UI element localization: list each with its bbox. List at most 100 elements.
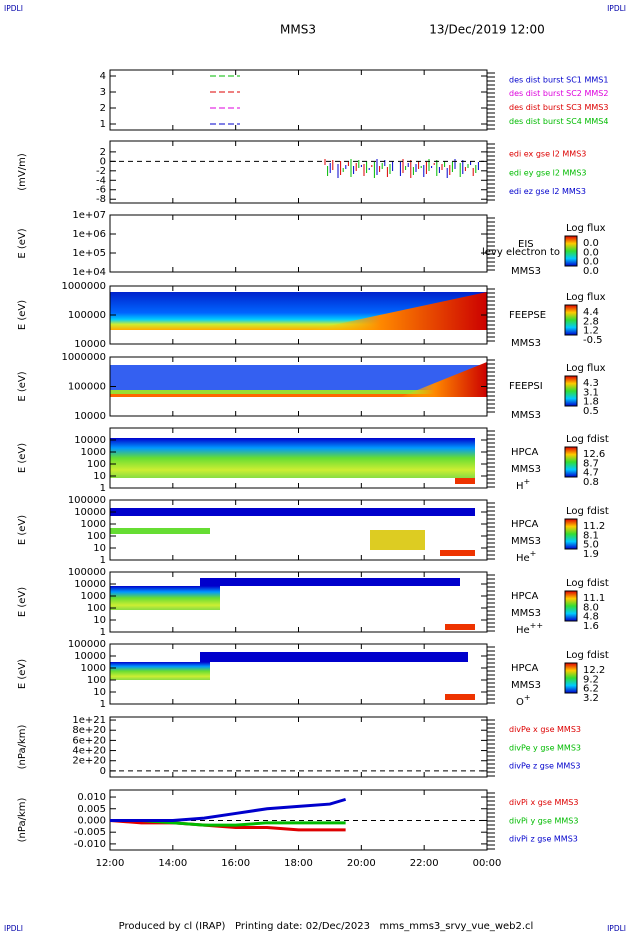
species-base: He [516, 625, 530, 636]
species-charge: + [524, 693, 531, 702]
colorbar-tick-label: 0.0 [583, 238, 599, 249]
colorbar [564, 518, 578, 550]
legend-label: divPe z gse MMS3 [509, 762, 580, 771]
y-tick-label: 1 [100, 483, 106, 494]
y-tick-label: 1 [100, 627, 106, 638]
y-tick-label: -4 [96, 175, 106, 186]
corner-mark: IPDLI [4, 924, 23, 933]
legend-label: edi ex gse l2 MMS3 [509, 150, 586, 159]
x-tick-label: 22:00 [410, 858, 439, 869]
y-axis-label: E (eV) [17, 371, 28, 401]
y-axis-label: E (eV) [17, 443, 28, 473]
spectrogram-texture [110, 662, 210, 680]
species-label: H+ [516, 477, 530, 493]
spacecraft-label: MMS3 [511, 266, 541, 277]
y-tick-label: 0.010 [77, 792, 106, 803]
y-tick-label: 1e+04 [72, 267, 106, 278]
spectrogram-texture [110, 390, 487, 396]
y-tick-label: 1 [100, 119, 106, 130]
species-charge: + [524, 477, 531, 486]
colorbar-tick-label: 0.8 [583, 477, 599, 488]
y-tick-label: 100000 [68, 310, 106, 321]
colorbar-tick-label: 3.2 [583, 693, 599, 704]
colorbar-title: Log flux [566, 292, 606, 303]
spectrogram-texture [400, 362, 487, 397]
y-tick-label: 4 [100, 71, 106, 82]
colorbar-tick-label: 8.1 [583, 530, 599, 541]
species-label: He+ [516, 549, 536, 565]
panel-frame [109, 140, 488, 204]
y-tick-label: 0 [100, 766, 106, 777]
colorbar-tick-label: 1.9 [583, 549, 599, 560]
spectrogram-texture [200, 652, 468, 662]
note: levy electron to [482, 247, 560, 258]
y-tick-label: 2 [100, 147, 106, 158]
legend-label: edi ez gse l2 MMS3 [509, 187, 586, 196]
y-tick-label: 10000 [74, 411, 106, 422]
legend-label: des dist burst SC3 MMS3 [509, 103, 608, 112]
y-tick-label: 1000 [81, 591, 106, 602]
legend-label: divPi y gse MMS3 [509, 816, 578, 825]
colorbar-tick-label: 3.1 [583, 387, 599, 398]
y-tick-label: 10 [93, 471, 106, 482]
y-tick-label: 1000 [81, 519, 106, 530]
colorbar-tick-label: 8.0 [583, 602, 599, 613]
colorbar-title: Log fdist [566, 650, 609, 661]
x-tick-label: 14:00 [158, 858, 187, 869]
date: 13/Dec/2019 12:00 [429, 23, 545, 37]
x-tick-label: 12:00 [96, 858, 125, 869]
y-tick-label: -6 [96, 185, 106, 196]
colorbar-tick-label: 0.0 [583, 257, 599, 268]
spectrogram-texture [110, 508, 475, 516]
colorbar-tick-label: 11.2 [583, 521, 605, 532]
y-axis-label: (nPa/km) [17, 798, 28, 843]
colorbar-tick-label: 8.7 [583, 458, 599, 469]
y-tick-label: 2 [100, 103, 106, 114]
colorbar-tick-label: 2.8 [583, 316, 599, 327]
x-tick-label: 20:00 [347, 858, 376, 869]
title: MMS3 [280, 23, 316, 37]
y-tick-label: -0.005 [74, 827, 106, 838]
y-axis-label: (nPa/km) [17, 725, 28, 770]
y-axis-label: E (eV) [17, 515, 28, 545]
legend-label: divPi z gse MMS3 [509, 835, 578, 844]
colorbar-tick-label: 12.2 [583, 665, 605, 676]
x-tick-label: 16:00 [221, 858, 250, 869]
colorbar-title: Log fdist [566, 578, 609, 589]
y-tick-label: 3 [100, 87, 106, 98]
panel-frame [109, 69, 488, 131]
y-tick-label: 100000 [68, 382, 106, 393]
x-tick-label: 18:00 [284, 858, 313, 869]
corner-mark: IPDLI [607, 924, 626, 933]
y-tick-label: 0.000 [77, 815, 106, 826]
colorbar-tick-label: 1.8 [583, 397, 599, 408]
colorbar-tick-label: 4.3 [583, 378, 599, 389]
colorbar-tick-label: 0.5 [583, 406, 599, 417]
spectrogram-texture [455, 478, 475, 484]
y-tick-label: 1e+21 [72, 715, 106, 726]
y-tick-label: 100000 [68, 567, 106, 578]
y-tick-label: 1e+07 [72, 210, 106, 221]
y-tick-label: 1000 [81, 663, 106, 674]
colorbar-tick-label: 11.1 [583, 593, 605, 604]
colorbar-tick-label: 4.8 [583, 612, 599, 623]
colorbar [564, 662, 578, 694]
spectrogram-texture [440, 550, 475, 556]
y-tick-label: 10000 [74, 507, 106, 518]
y-tick-label: 1 [100, 555, 106, 566]
y-tick-label: 1e+06 [72, 229, 106, 240]
spectrogram-texture [110, 438, 475, 478]
colorbar [564, 235, 578, 267]
y-tick-label: 4e+20 [72, 746, 106, 757]
y-tick-label: 100 [87, 603, 106, 614]
y-tick-label: 1 [100, 699, 106, 710]
colorbar-tick-label: 5.0 [583, 540, 599, 551]
colorbar [564, 446, 578, 478]
colorbar-title: Log flux [566, 223, 606, 234]
y-axis-label: E (eV) [17, 659, 28, 689]
x-tick-label: 00:00 [473, 858, 502, 869]
species-base: H [516, 481, 524, 492]
y-tick-label: 1000000 [61, 281, 106, 292]
spectrogram-texture [110, 586, 220, 610]
y-tick-label: 10000 [74, 579, 106, 590]
